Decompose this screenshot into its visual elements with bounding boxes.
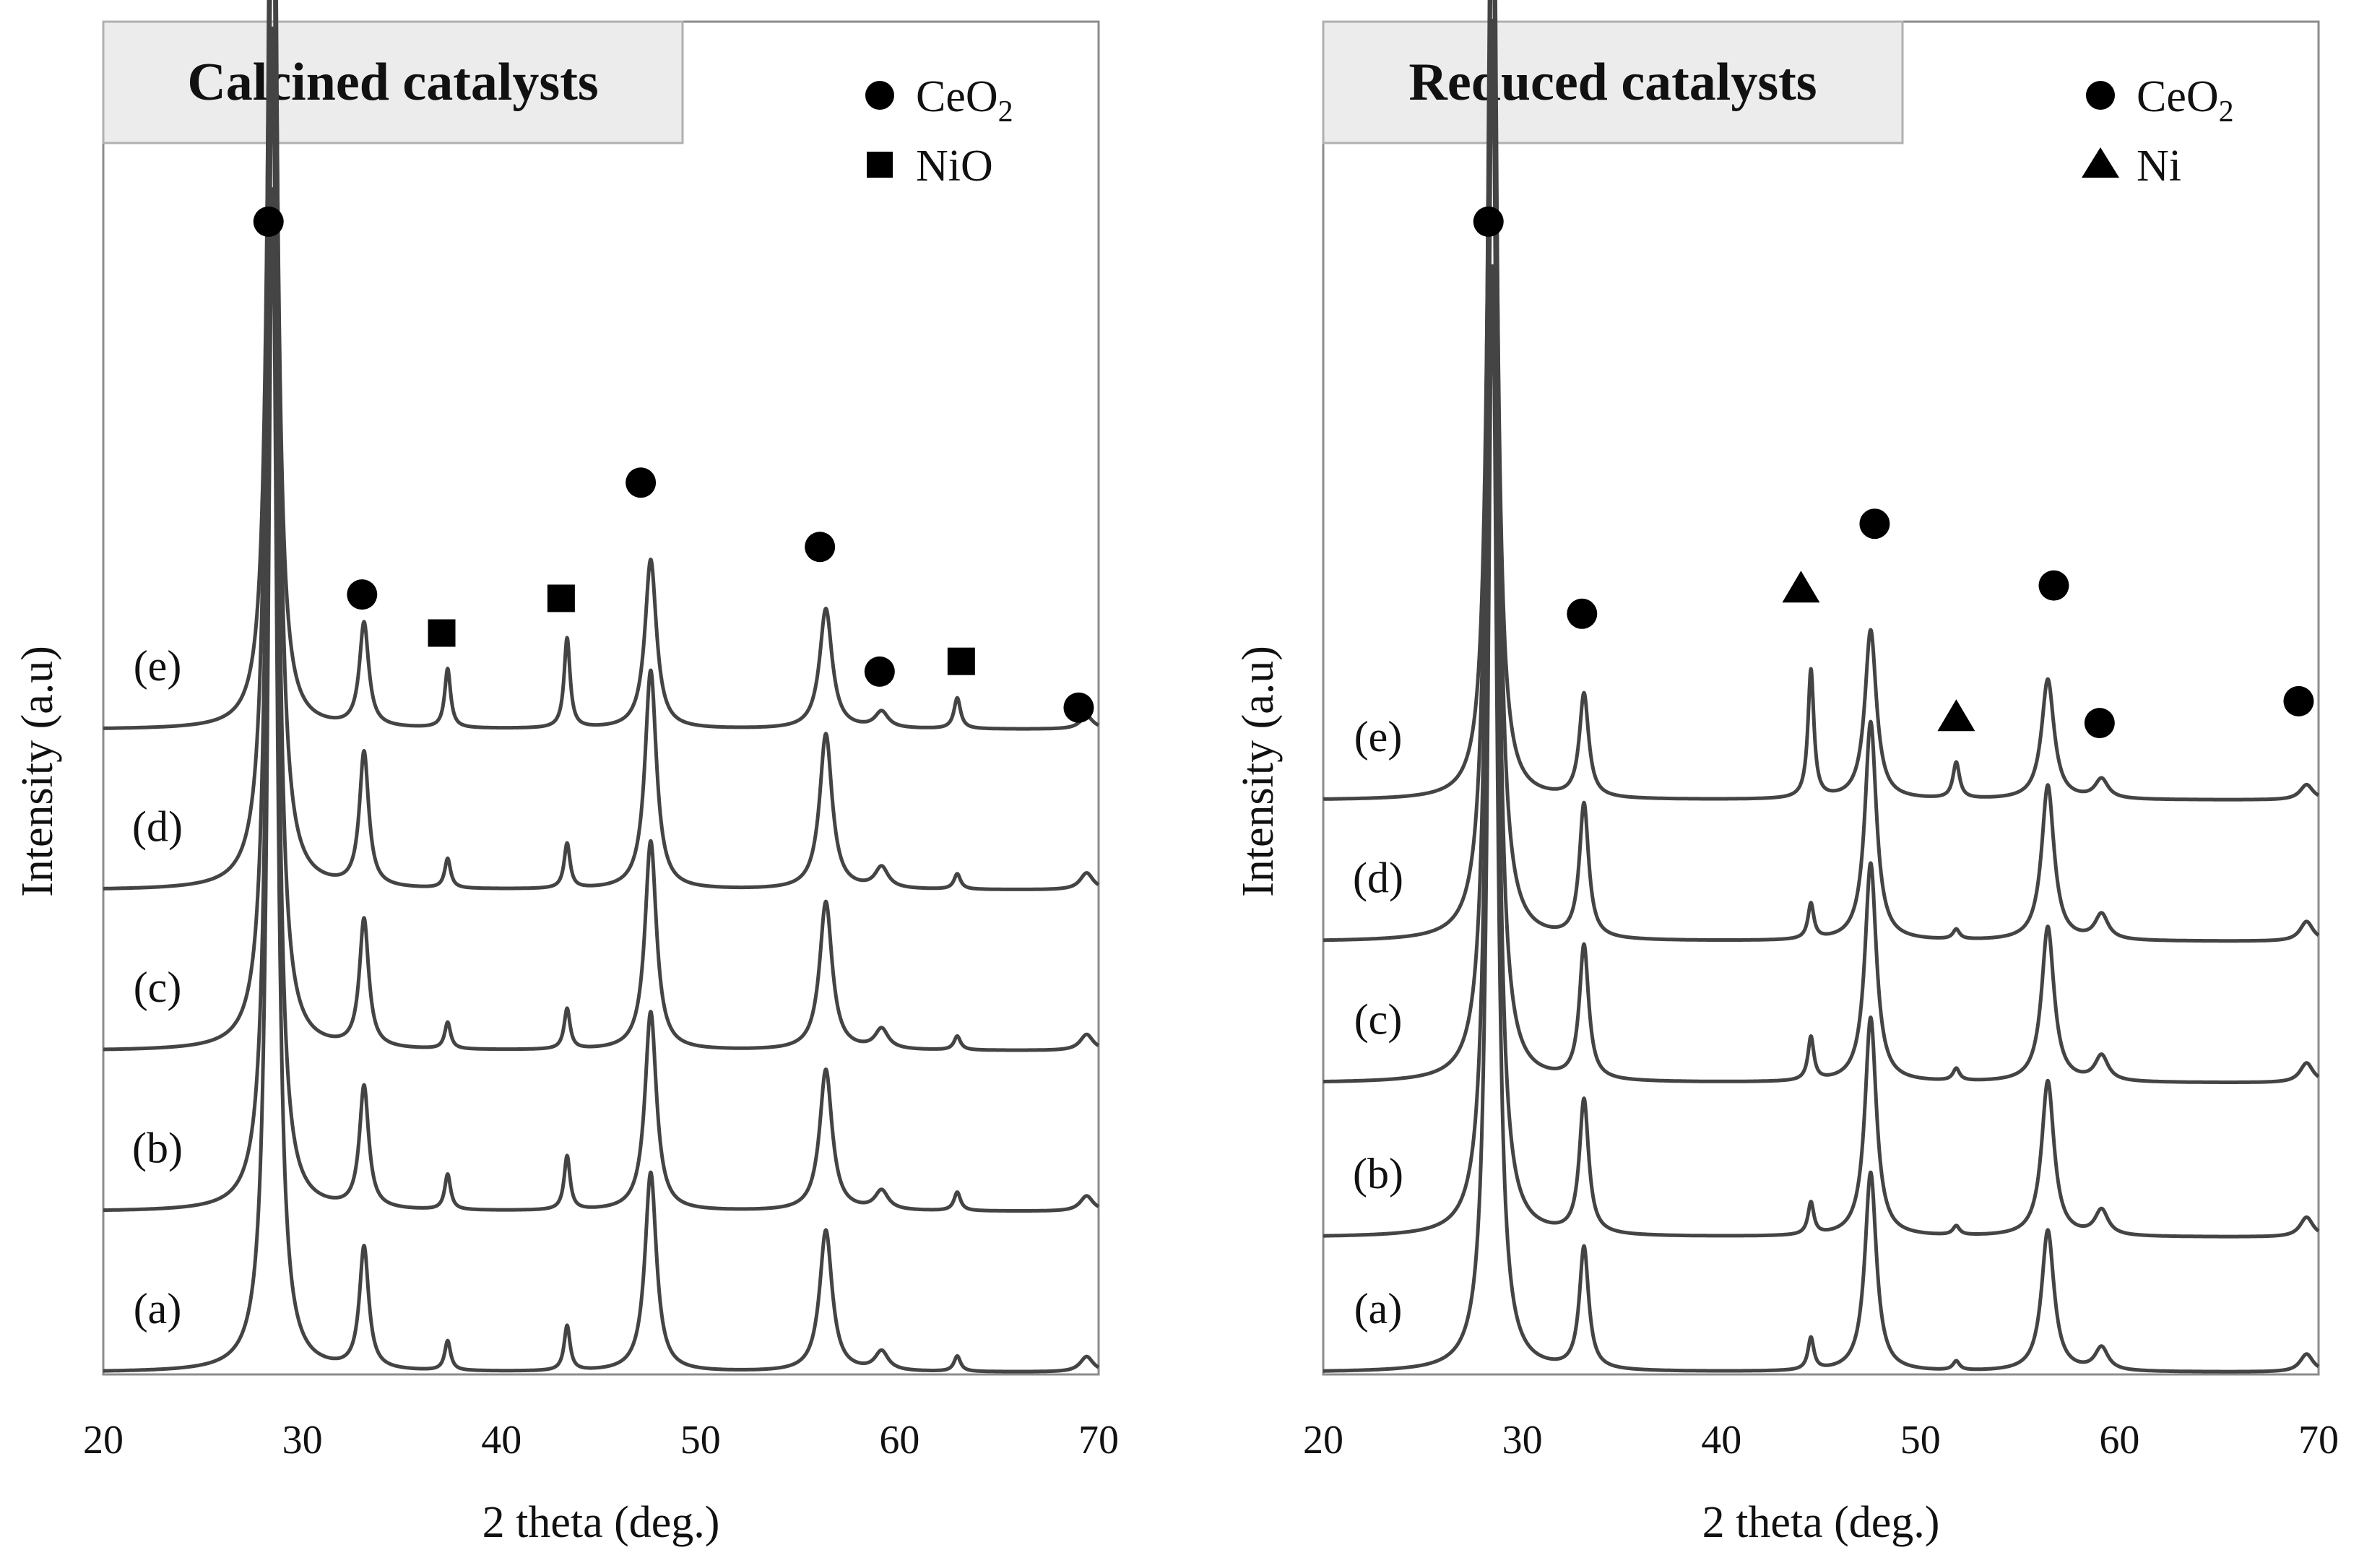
x-tick-label: 40 <box>481 1418 521 1463</box>
ceo2-peak-marker <box>1859 508 1890 540</box>
curve-label: (a) <box>1354 1285 1403 1333</box>
nio-peak-marker <box>547 584 575 612</box>
curve-labels: (a) (b) (c) (d) (e) <box>1353 713 1403 1333</box>
y-axis-label: Intensity (a.u) <box>13 646 62 897</box>
curve-label: (b) <box>1353 1150 1403 1197</box>
curve-label: (c) <box>134 963 182 1011</box>
ni-peak-marker <box>1782 571 1820 603</box>
curve-label: (e) <box>134 642 182 690</box>
diffraction-curves <box>102 0 1100 1374</box>
x-tick-label: 20 <box>83 1418 124 1463</box>
peak-markers <box>253 206 1094 723</box>
plot-frame <box>102 20 1100 1376</box>
ceo2-peak-marker <box>1473 206 1504 237</box>
curve-label: (d) <box>1353 854 1403 902</box>
diffraction-curve <box>102 26 1100 1213</box>
ceo2-peak-marker <box>2038 570 2069 601</box>
x-tick-label: 60 <box>879 1418 919 1463</box>
diffraction-curve <box>1322 264 2320 1374</box>
ceo2-peak-marker <box>626 467 657 498</box>
calcined-panel: Calcined catalysts Intensity (a.u) 2 the… <box>13 0 1119 1547</box>
x-tick-labels: 20 30 40 50 60 70 <box>1303 1418 2339 1463</box>
ceo2-peak-marker <box>1063 692 1094 723</box>
legend-circle-marker <box>2086 81 2115 110</box>
diffraction-curves <box>1322 0 2320 1374</box>
ceo2-peak-marker <box>2084 708 2115 739</box>
x-tick-label: 40 <box>1701 1418 1741 1463</box>
y-axis-label: Intensity (a.u) <box>1234 646 1283 897</box>
curve-label: (e) <box>1354 713 1403 761</box>
x-tick-label: 70 <box>1078 1418 1119 1463</box>
diffraction-curve <box>102 0 1100 731</box>
curve-label: (b) <box>132 1125 183 1172</box>
ceo2-peak-marker <box>253 206 284 237</box>
chart-title: Calcined catalysts <box>187 53 598 112</box>
legend-label-2: Ni <box>2137 142 2181 191</box>
nio-peak-marker <box>947 647 975 675</box>
nio-peak-marker <box>428 619 456 647</box>
curve-labels: (a) (b) (c) (d) (e) <box>132 642 183 1333</box>
x-tick-label: 30 <box>1502 1418 1543 1463</box>
curve-label: (d) <box>132 803 183 851</box>
x-tick-label: 30 <box>282 1418 323 1463</box>
legend: CeO2 NiO <box>865 72 1013 191</box>
legend-label-1: CeO2 <box>916 72 1013 129</box>
ceo2-peak-marker <box>805 532 836 563</box>
x-tick-labels: 20 30 40 50 60 70 <box>83 1418 1119 1463</box>
legend-circle-marker <box>865 81 894 110</box>
diffraction-curve <box>1322 18 2320 1239</box>
x-axis-label: 2 theta (deg.) <box>482 1498 720 1547</box>
ceo2-peak-marker <box>2283 685 2314 716</box>
title-box <box>1322 20 1904 144</box>
legend-square-marker <box>867 152 893 178</box>
ceo2-peak-marker <box>864 656 895 687</box>
curve-label: (a) <box>134 1285 182 1333</box>
legend-triangle-marker <box>2082 147 2119 178</box>
x-axis-label: 2 theta (deg.) <box>1702 1498 1940 1547</box>
plot-frame <box>1322 20 2320 1376</box>
x-tick-label: 50 <box>680 1418 721 1463</box>
reduced-panel: Reduced catalysts Intensity (a.u) 2 thet… <box>1234 0 2339 1547</box>
chart-title: Reduced catalysts <box>1408 53 1817 112</box>
title-box <box>102 20 684 144</box>
x-tick-label: 70 <box>2298 1418 2339 1463</box>
x-tick-label: 50 <box>1900 1418 1941 1463</box>
diffraction-curve <box>1322 0 2320 802</box>
legend-label-2: NiO <box>916 142 993 191</box>
curve-label: (c) <box>1354 996 1403 1044</box>
x-tick-label: 60 <box>2099 1418 2139 1463</box>
ceo2-peak-marker <box>1567 598 1598 629</box>
x-tick-label: 20 <box>1303 1418 1343 1463</box>
diffraction-curve <box>102 0 1100 891</box>
legend: CeO2 Ni <box>2082 72 2234 191</box>
ni-peak-marker <box>1937 699 1975 732</box>
peak-markers <box>1473 206 2314 739</box>
ceo2-peak-marker <box>347 579 378 610</box>
legend-label-1: CeO2 <box>2137 72 2234 129</box>
